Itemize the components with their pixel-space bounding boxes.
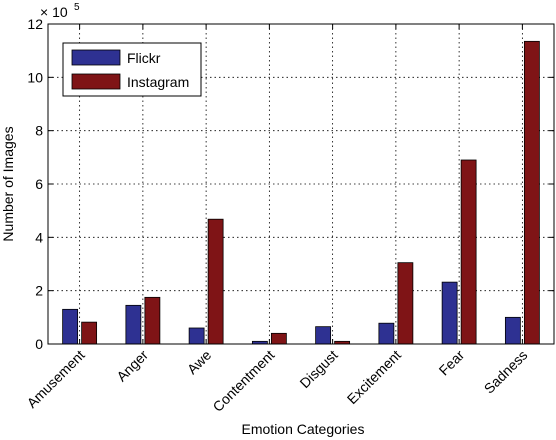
bar-instagram-sadness <box>523 40 540 345</box>
grid-lines <box>48 24 554 344</box>
legend-label-flickr: Flickr <box>127 50 161 66</box>
bar-instagram-awe <box>207 218 224 345</box>
y-tick-label: 0 <box>35 336 43 352</box>
y-tick-label: 12 <box>27 16 43 32</box>
y-scale-multiplier: × 10 5 <box>40 2 80 20</box>
y-tick-label: 2 <box>35 283 43 299</box>
x-tick-label-excitement: Excitement <box>344 347 404 407</box>
bar-flickr-awe <box>188 327 205 345</box>
bar-flickr-disgust <box>315 326 332 345</box>
y-scale-base: × 10 <box>40 4 68 20</box>
x-tick-label-disgust: Disgust <box>296 347 340 391</box>
bar-instagram-amusement <box>81 321 98 345</box>
x-tick-label-contentment: Contentment <box>209 347 277 415</box>
x-tick-label-fear: Fear <box>436 347 468 379</box>
legend: Flickr Instagram <box>62 42 202 97</box>
bars <box>62 40 540 345</box>
bar-instagram-anger <box>144 296 161 345</box>
bar-flickr-amusement <box>62 308 79 345</box>
y-tick-label: 6 <box>35 176 43 192</box>
bar-instagram-fear <box>460 159 477 345</box>
bar-flickr-fear <box>441 281 458 345</box>
bar-flickr-excitement <box>378 322 395 345</box>
x-tick-label-awe: Awe <box>184 347 215 378</box>
y-tick-label: 8 <box>35 123 43 139</box>
legend-label-instagram: Instagram <box>127 74 189 90</box>
legend-swatch-instagram <box>71 73 121 90</box>
bar-instagram-contentment <box>270 332 287 345</box>
y-scale-exponent: 5 <box>74 2 80 13</box>
y-tick-label: 4 <box>35 229 43 245</box>
bar-instagram-excitement <box>397 262 414 345</box>
bar-flickr-anger <box>125 304 142 345</box>
y-axis-label: Number of Images <box>0 126 16 241</box>
x-axis-label: Emotion Categories <box>242 421 365 437</box>
x-tick-label-amusement: Amusement <box>24 347 88 411</box>
x-tick-label-sadness: Sadness <box>481 347 531 397</box>
legend-swatch-flickr <box>71 49 121 66</box>
bar-flickr-sadness <box>504 316 521 345</box>
x-tick-label-anger: Anger <box>113 347 151 385</box>
y-tick-label: 10 <box>27 69 43 85</box>
